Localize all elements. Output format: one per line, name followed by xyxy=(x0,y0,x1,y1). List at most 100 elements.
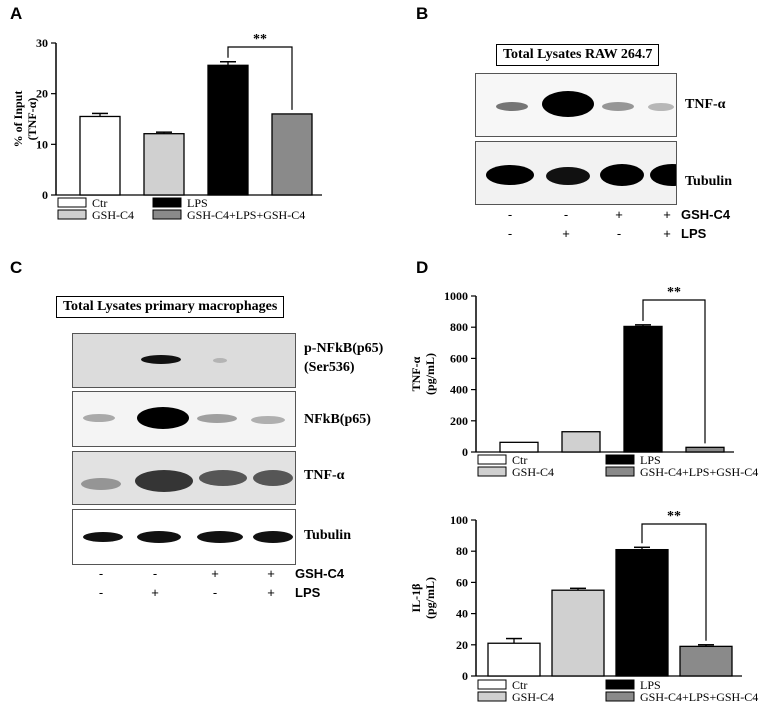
bar-combo xyxy=(685,446,725,453)
blot-c-row-nfkb: NFkB(p65) xyxy=(304,412,371,427)
y-tick-label: 60 xyxy=(456,575,468,589)
legend-label-combo: GSH-C4+LPS+GSH-C4 xyxy=(187,208,305,222)
blot-b-sign: + xyxy=(663,226,671,241)
blot-c-sign: - xyxy=(98,566,104,581)
bar-ctr xyxy=(487,642,541,677)
blot-b-treatment-lps: LPS xyxy=(681,226,707,241)
blot-c-treatment-gsh: GSH-C4 xyxy=(295,566,345,581)
bar-lps xyxy=(207,64,249,196)
legend-label-ctr: Ctr xyxy=(92,196,107,210)
blot-c-row-ser536: (Ser536) xyxy=(304,360,355,375)
y-axis-label: (TNF-α) xyxy=(25,98,39,141)
legend-swatch-combo xyxy=(605,691,635,702)
y-axis-label: TNF-α xyxy=(409,356,423,391)
bar-gsh xyxy=(143,133,185,196)
blot-c-row-pnfkb: p-NFkB(p65) xyxy=(304,341,384,356)
blot-b-treatment-gsh: GSH-C4 xyxy=(681,207,731,222)
y-tick-label: 100 xyxy=(450,513,468,527)
panel-label-b: B xyxy=(416,4,429,23)
blot-b-sign: - xyxy=(507,207,513,222)
bar-gsh xyxy=(551,589,605,677)
y-axis-label: IL-1β xyxy=(409,584,423,613)
legend-label-lps: LPS xyxy=(640,678,661,692)
legend-swatch-ctr xyxy=(477,454,507,465)
significance-label: ** xyxy=(667,509,681,524)
legend-label-ctr: Ctr xyxy=(512,453,527,467)
bar-combo xyxy=(271,113,313,196)
legend-label-lps: LPS xyxy=(640,453,661,467)
y-axis-label: % of Input xyxy=(11,91,25,148)
blot-b-sign: - xyxy=(507,226,513,241)
blot-c-tnf xyxy=(72,451,296,505)
blot-b-tubulin xyxy=(475,141,677,205)
blot-b-sign: + xyxy=(615,207,623,222)
blot-b-sign: - xyxy=(563,207,569,222)
blot-c-title: Total Lysates primary macrophages xyxy=(56,296,285,318)
blot-c-sign: - xyxy=(212,585,218,600)
bar-ctr xyxy=(79,115,121,196)
legend-swatch-lps xyxy=(152,197,182,208)
blot-c-sign: + xyxy=(267,566,275,581)
blot-c-sign: + xyxy=(211,566,219,581)
legend-swatch-ctr xyxy=(477,679,507,690)
y-tick-label: 0 xyxy=(462,669,468,683)
legend-swatch-combo xyxy=(152,209,182,220)
y-axis-label: (pg/mL) xyxy=(423,577,437,619)
blot-c-row-tubulin: Tubulin xyxy=(304,528,351,543)
y-axis-label: (pg/mL) xyxy=(423,353,437,395)
y-tick-label: 200 xyxy=(450,414,468,428)
blot-c-treatment-lps: LPS xyxy=(295,585,321,600)
blot-c-nfkb xyxy=(72,391,296,447)
bar-lps xyxy=(623,325,663,453)
legend-label-gsh: GSH-C4 xyxy=(512,465,554,479)
significance-bracket xyxy=(641,523,707,641)
legend-label-gsh: GSH-C4 xyxy=(92,208,134,222)
y-tick-label: 80 xyxy=(456,544,468,558)
y-tick-label: 0 xyxy=(42,188,48,202)
bar-ctr xyxy=(499,441,539,453)
bar-gsh xyxy=(561,431,601,453)
blot-c-sign: - xyxy=(98,585,104,600)
legend-swatch-gsh xyxy=(477,466,507,477)
blot-b-sign: - xyxy=(616,226,622,241)
legend-label-combo: GSH-C4+LPS+GSH-C4 xyxy=(640,465,758,479)
bar-combo xyxy=(679,645,733,677)
blot-b-sign: + xyxy=(562,226,570,241)
bar-lps xyxy=(615,548,669,677)
blot-b-title: Total Lysates RAW 264.7 xyxy=(496,44,660,66)
panel-label-a: A xyxy=(10,4,23,23)
panel-label-c: C xyxy=(10,258,23,277)
blot-c-pnfkb xyxy=(72,333,296,388)
legend-label-lps: LPS xyxy=(187,196,208,210)
significance-label: ** xyxy=(253,32,267,47)
blot-b-sign: + xyxy=(663,207,671,222)
significance-label: ** xyxy=(667,285,681,300)
legend-label-combo: GSH-C4+LPS+GSH-C4 xyxy=(640,690,758,704)
legend-swatch-lps xyxy=(605,454,635,465)
y-tick-label: 20 xyxy=(456,638,468,652)
blot-b-tnf xyxy=(475,73,677,137)
legend-label-ctr: Ctr xyxy=(512,678,527,692)
blot-c-tubulin xyxy=(72,509,296,565)
y-tick-label: 1000 xyxy=(444,289,468,303)
y-tick-label: 20 xyxy=(36,87,48,101)
y-tick-label: 10 xyxy=(36,137,48,151)
panel-label-d: D xyxy=(416,258,429,277)
legend-swatch-gsh xyxy=(57,209,87,220)
legend-swatch-lps xyxy=(605,679,635,690)
y-tick-label: 800 xyxy=(450,320,468,334)
y-tick-label: 40 xyxy=(456,607,468,621)
significance-bracket xyxy=(227,46,293,110)
blot-c-row-tnf: TNF-α xyxy=(304,468,345,483)
legend-label-gsh: GSH-C4 xyxy=(512,690,554,704)
legend-swatch-gsh xyxy=(477,691,507,702)
y-tick-label: 30 xyxy=(36,36,48,50)
chart-a: 0 10 20 30 % of Input (TNF-α) ** Ctr LPS GSH-C4 GS… xyxy=(11,32,322,222)
legend-swatch-combo xyxy=(605,466,635,477)
y-tick-label: 0 xyxy=(462,445,468,459)
chart-d-il1b: 0 20 40 60 80 100 IL-1β (pg/mL) ** Ctr LPS GSH-C4 GS… xyxy=(409,509,758,704)
blot-c-sign: - xyxy=(152,566,158,581)
y-tick-label: 400 xyxy=(450,383,468,397)
blot-c-sign: + xyxy=(151,585,159,600)
